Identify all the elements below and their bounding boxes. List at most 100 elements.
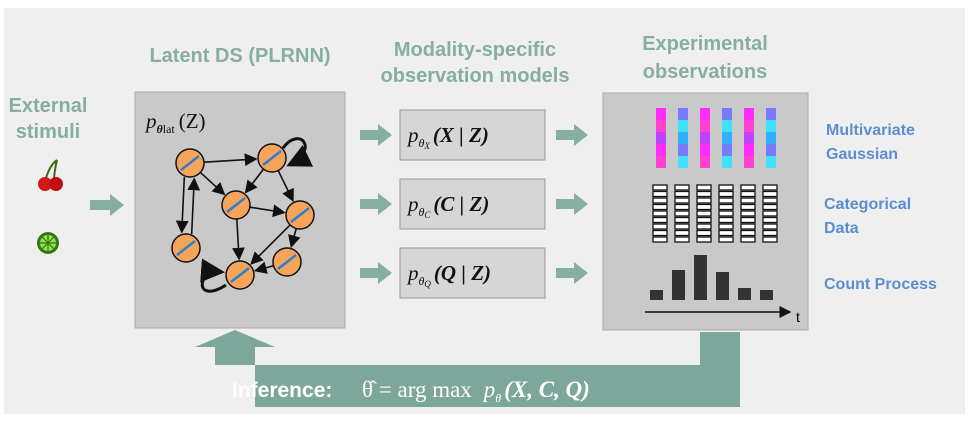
- cat-cell: [674, 203, 690, 211]
- formula-part: p: [482, 377, 496, 402]
- heat-cell: [766, 114, 776, 120]
- cat-cell: [696, 197, 712, 204]
- cat-cell: [762, 229, 778, 237]
- heat-cell: [722, 144, 732, 150]
- arrow: [360, 262, 392, 284]
- formula-part: (Q | Z): [434, 261, 491, 285]
- heat-cell: [656, 126, 666, 132]
- inference-formula: θ̂ = arg max pθ (X, C, Q): [362, 377, 590, 405]
- observations-title: observations: [643, 61, 767, 83]
- formula-part: p: [406, 123, 419, 147]
- formula-part: X: [423, 141, 430, 151]
- formula-part: θ: [419, 274, 425, 288]
- edge: [187, 177, 201, 235]
- cat-cell: [696, 203, 712, 211]
- cat-cell: [762, 203, 778, 211]
- cat-cell: [762, 184, 778, 191]
- heat-cell: [700, 108, 710, 114]
- heat-cell: [766, 108, 776, 114]
- heat-cell: [722, 138, 732, 144]
- cat-cell: [652, 203, 668, 211]
- formula-part: (X | Z): [433, 123, 489, 147]
- heat-cell: [678, 132, 688, 138]
- model-box: [399, 109, 546, 161]
- heat-cell: [656, 156, 666, 162]
- node-line: [290, 207, 310, 223]
- cat-cell: [652, 236, 668, 243]
- count-bar: [672, 270, 685, 300]
- cat-cell: [696, 223, 712, 230]
- heat-cell: [678, 108, 688, 114]
- cat-cell: [674, 210, 690, 217]
- heat-cell: [744, 108, 754, 114]
- node-line: [176, 240, 196, 256]
- node-line: [262, 150, 282, 166]
- cat-cell: [674, 236, 690, 243]
- heat-cell: [766, 138, 776, 144]
- edge: [288, 228, 301, 249]
- heat-cell: [700, 150, 710, 156]
- edge: [199, 171, 226, 196]
- heat-cell: [744, 156, 754, 162]
- cat-cell: [674, 229, 690, 237]
- latent-formula: pθlat (Z): [144, 109, 206, 136]
- arrow: [90, 194, 124, 216]
- formula-part: Q: [424, 279, 431, 289]
- cat-cell: [740, 223, 756, 230]
- formula-part: (C | Z): [433, 192, 489, 216]
- cat-cell: [762, 197, 778, 204]
- heat-cell: [700, 132, 710, 138]
- heat-cell: [766, 120, 776, 126]
- cat-cell: [696, 190, 712, 198]
- time-label: t: [796, 309, 800, 325]
- cat-cell: [696, 184, 712, 191]
- node-line: [180, 155, 200, 171]
- cat-cell: [762, 190, 778, 198]
- formula-part: p: [406, 192, 419, 216]
- cat-cell: [718, 184, 734, 191]
- cat-cell: [740, 190, 756, 198]
- edge: [244, 168, 265, 194]
- formula-part: θ: [419, 136, 425, 150]
- count-bar: [760, 290, 773, 300]
- heat-cell: [722, 114, 732, 120]
- heat-cell: [678, 126, 688, 132]
- node-line: [230, 267, 250, 283]
- heat-cell: [656, 120, 666, 126]
- cat-cell: [674, 216, 690, 224]
- cat-cell: [718, 223, 734, 230]
- heat-cell: [744, 138, 754, 144]
- heat-cell: [700, 126, 710, 132]
- heat-cell: [678, 120, 688, 126]
- node-line: [226, 197, 246, 213]
- count-bar: [650, 290, 663, 300]
- heat-cell: [656, 162, 666, 168]
- cat-cell: [762, 236, 778, 243]
- heat-cell: [678, 162, 688, 168]
- cat-cell: [674, 223, 690, 230]
- edge: [203, 153, 258, 167]
- heat-cell: [744, 114, 754, 120]
- heat-cell: [700, 144, 710, 150]
- cat-cell: [718, 203, 734, 211]
- edge: [250, 224, 291, 265]
- cat-cell: [718, 236, 734, 243]
- cat-cell: [762, 210, 778, 217]
- formula-part: θ: [157, 122, 164, 136]
- stimuli-label: External: [9, 95, 88, 117]
- cat-cell: [652, 190, 668, 198]
- heat-cell: [744, 126, 754, 132]
- arrow: [360, 124, 392, 146]
- formula-part: (Z): [179, 109, 206, 133]
- formula-part: θ: [419, 205, 425, 219]
- heat-cell: [766, 156, 776, 162]
- cat-cell: [740, 210, 756, 217]
- obs-label: Gaussian: [826, 146, 898, 163]
- heat-cell: [700, 156, 710, 162]
- cat-cell: [718, 229, 734, 237]
- cat-cell: [762, 216, 778, 224]
- cat-cell: [740, 216, 756, 224]
- cat-cell: [718, 210, 734, 217]
- feedback-arrow: [195, 330, 740, 407]
